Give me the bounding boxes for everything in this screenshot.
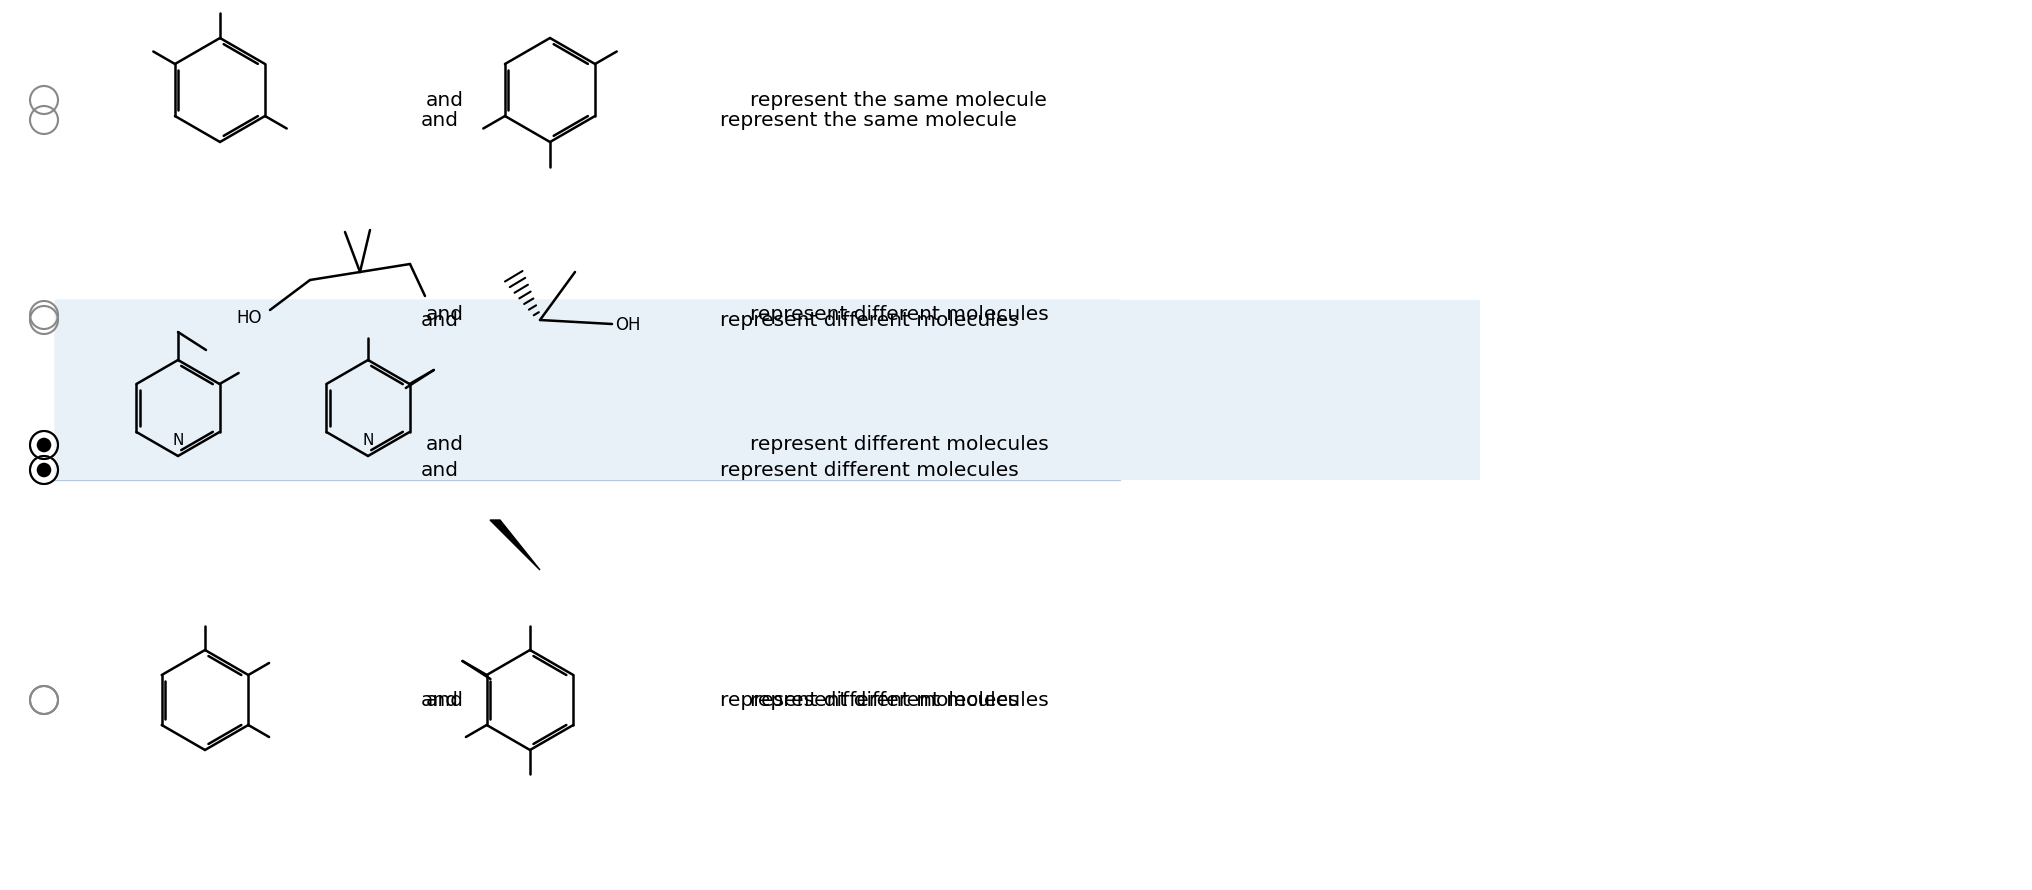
Text: and: and (421, 691, 459, 709)
Text: represent the same molecule: represent the same molecule (750, 91, 1046, 109)
Text: represent different molecules: represent different molecules (750, 691, 1049, 709)
Text: represent the same molecule: represent the same molecule (719, 110, 1016, 130)
Text: and: and (427, 305, 463, 325)
Text: represent different molecules: represent different molecules (750, 435, 1049, 455)
Circle shape (37, 463, 51, 477)
Text: and: and (421, 110, 459, 130)
Text: N: N (173, 433, 183, 448)
Text: and: and (421, 460, 459, 480)
Text: represent different molecules: represent different molecules (719, 691, 1018, 709)
Text: represent different molecules: represent different molecules (719, 460, 1018, 480)
Text: OH: OH (616, 316, 640, 334)
Text: represent different molecules: represent different molecules (719, 311, 1018, 329)
Text: and: and (421, 311, 459, 329)
Polygon shape (490, 520, 541, 570)
Text: and: and (427, 435, 463, 455)
Text: N: N (362, 433, 374, 448)
Text: represent different molecules: represent different molecules (750, 305, 1049, 325)
Text: and: and (427, 91, 463, 109)
Text: and: and (427, 691, 463, 709)
Text: HO: HO (236, 309, 262, 327)
FancyBboxPatch shape (55, 300, 1479, 480)
Circle shape (37, 438, 51, 452)
FancyBboxPatch shape (55, 300, 1120, 480)
